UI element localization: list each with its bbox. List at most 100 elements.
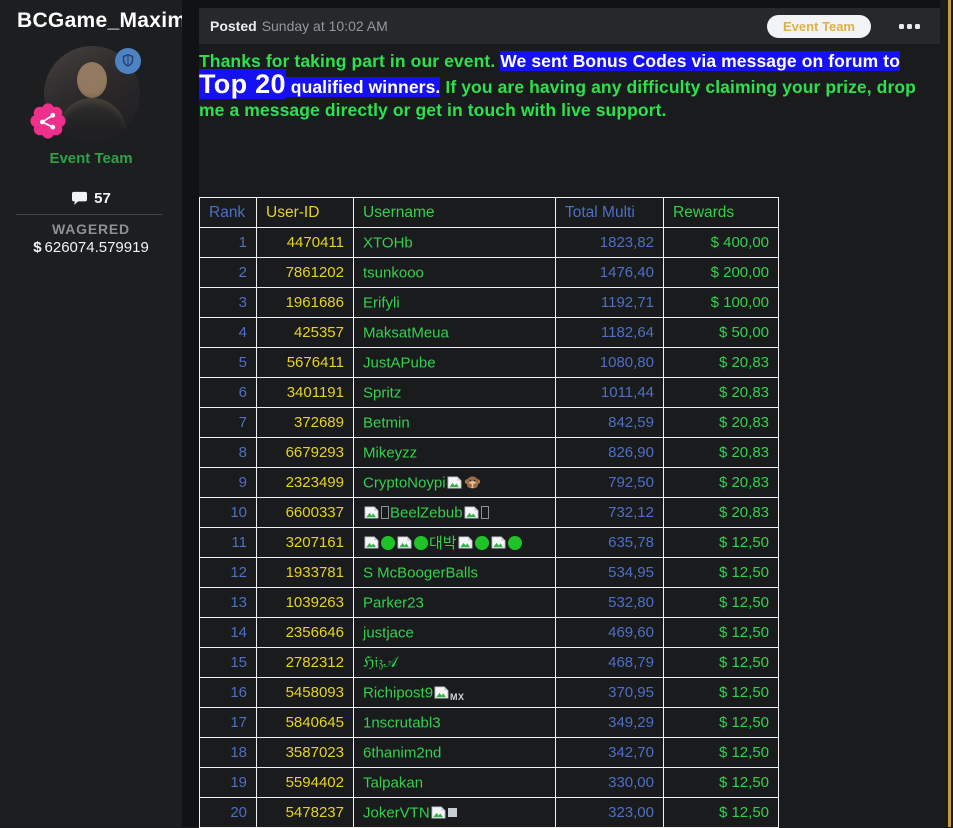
user-id-cell: 3587023 (256, 737, 354, 768)
username-text: MaksatMeua (363, 324, 449, 342)
broken-image-icon (434, 686, 449, 699)
user-id-cell: 372689 (256, 407, 354, 438)
post-top-strip (199, 0, 940, 8)
wagered-value: $626074.579919 (33, 239, 149, 256)
reward-cell: $ 50,00 (663, 317, 779, 348)
username-text: Spritz (363, 384, 402, 402)
table-row: 20 5478237 JokerVTN 323,00 $ 12,50 (199, 797, 779, 828)
table-row: 6 3401191 Spritz 1011,44 $ 20,83 (199, 377, 779, 408)
total-multi-cell: 370,95 (555, 677, 664, 708)
posted-timestamp: Posted Sunday at 10:02 AM (210, 18, 388, 34)
username-text: Parker23 (363, 594, 424, 612)
total-multi-cell: 1823,82 (555, 227, 664, 258)
rank-cell: 19 (199, 767, 257, 798)
table-row: 5 5676411 JustAPube 1080,80 $ 20,83 (199, 347, 779, 378)
author-name[interactable]: BCGame_Maxim (17, 9, 187, 32)
table-row: 1 4470411 XTOHb 1823,82 $ 400,00 (199, 227, 779, 258)
username-cell: S McBoogerBalls (353, 557, 556, 588)
user-id-cell: 6679293 (256, 437, 354, 468)
share-badge[interactable] (29, 102, 67, 140)
post-header: Posted Sunday at 10:02 AM Event Team (199, 8, 940, 44)
message-highlight-b: qualified winners. (285, 77, 441, 97)
user-id-cell: 2782312 (256, 647, 354, 678)
broken-image-icon (364, 506, 379, 519)
reward-cell: $ 12,50 (663, 797, 779, 828)
total-multi-cell: 635,78 (555, 527, 664, 558)
rank-cell: 17 (199, 707, 257, 738)
total-multi-cell: 792,50 (555, 467, 664, 498)
message-top20: Top 20 (199, 69, 286, 99)
column-header-user-id: User-ID (256, 197, 354, 228)
username-text: Betmin (363, 414, 410, 432)
shield-badge (115, 48, 141, 74)
rank-cell: 6 (199, 377, 257, 408)
rank-cell: 3 (199, 287, 257, 318)
column-header-rank: Rank (199, 197, 257, 228)
reward-cell: $ 20,83 (663, 407, 779, 438)
reward-cell: $ 12,50 (663, 587, 779, 618)
reward-cell: $ 20,83 (663, 347, 779, 378)
reward-cell: $ 12,50 (663, 527, 779, 558)
tofu-icon (480, 506, 489, 520)
user-id-cell: 2323499 (256, 467, 354, 498)
user-id-cell: 5676411 (256, 347, 354, 378)
username-cell: 6thanim2nd (353, 737, 556, 768)
table-row: 11 3207161 대박 635,78 $ 12,50 (199, 527, 779, 558)
username-text: S McBoogerBalls (363, 564, 479, 582)
message-green-outro: If you are having any difficulty claimin… (199, 77, 916, 120)
post-message: Thanks for taking part in our event. We … (199, 50, 940, 122)
total-multi-cell: 1080,80 (555, 347, 664, 378)
post: Posted Sunday at 10:02 AM Event Team Than… (199, 0, 940, 828)
share-icon (29, 103, 67, 144)
username-cell: BeelZebub (353, 497, 556, 528)
green-circle-icon (381, 535, 395, 550)
column-header-username: Username (353, 197, 556, 228)
table-row: 16 5458093 Richipost9 MX 370,95 $ 12,50 (199, 677, 779, 708)
rank-cell: 16 (199, 677, 257, 708)
table-row: 12 1933781 S McBoogerBalls 534,95 $ 12,50 (199, 557, 779, 588)
rank-cell: 9 (199, 467, 257, 498)
scrollbar[interactable] (948, 0, 951, 827)
table-row: 4 425357 MaksatMeua 1182,64 $ 50,00 (199, 317, 779, 348)
reward-cell: $ 100,00 (663, 287, 779, 318)
comment-bubble-icon (71, 191, 88, 206)
monkey-icon (464, 474, 481, 491)
reward-cell: $ 12,50 (663, 557, 779, 588)
rank-cell: 5 (199, 347, 257, 378)
user-id-cell: 4470411 (256, 227, 354, 258)
username-text: tsunkooo (363, 264, 424, 282)
username-cell: XTOHb (353, 227, 556, 258)
author-sidebar: BCGame_Maxim (0, 0, 186, 827)
reward-cell: $ 12,50 (663, 617, 779, 648)
comments-count[interactable]: 57 (0, 190, 182, 207)
broken-image-icon (397, 536, 412, 549)
username-text: Talpakan (363, 774, 424, 792)
rank-cell: 1 (199, 227, 257, 258)
total-multi-cell: 1476,40 (555, 257, 664, 288)
shield-icon (119, 52, 137, 70)
username-cell: Richipost9 MX (353, 677, 556, 708)
reward-cell: $ 12,50 (663, 737, 779, 768)
reward-cell: $ 12,50 (663, 707, 779, 738)
table-row: 3 1961686 Erifyli 1192,71 $ 100,00 (199, 287, 779, 318)
total-multi-cell: 330,00 (555, 767, 664, 798)
username-text: BeelZebub (390, 504, 463, 522)
total-multi-cell: 842,59 (555, 407, 664, 438)
reward-cell: $ 400,00 (663, 227, 779, 258)
rank-cell: 7 (199, 407, 257, 438)
total-multi-cell: 468,79 (555, 647, 664, 678)
column-header-total-multi: Total Multi (555, 197, 664, 228)
reward-cell: $ 12,50 (663, 677, 779, 708)
total-multi-cell: 1192,71 (555, 287, 664, 318)
broken-image-icon (447, 476, 462, 489)
event-team-badge[interactable]: Event Team (766, 14, 871, 38)
username-text: 6thanim2nd (363, 744, 442, 762)
username-cell: MaksatMeua (353, 317, 556, 348)
rank-cell: 14 (199, 617, 257, 648)
reward-cell: $ 20,83 (663, 497, 779, 528)
reward-cell: $ 12,50 (663, 767, 779, 798)
total-multi-cell: 342,70 (555, 737, 664, 768)
username-cell: 1nscrutabl3 (353, 707, 556, 738)
post-options-menu[interactable] (899, 20, 920, 33)
